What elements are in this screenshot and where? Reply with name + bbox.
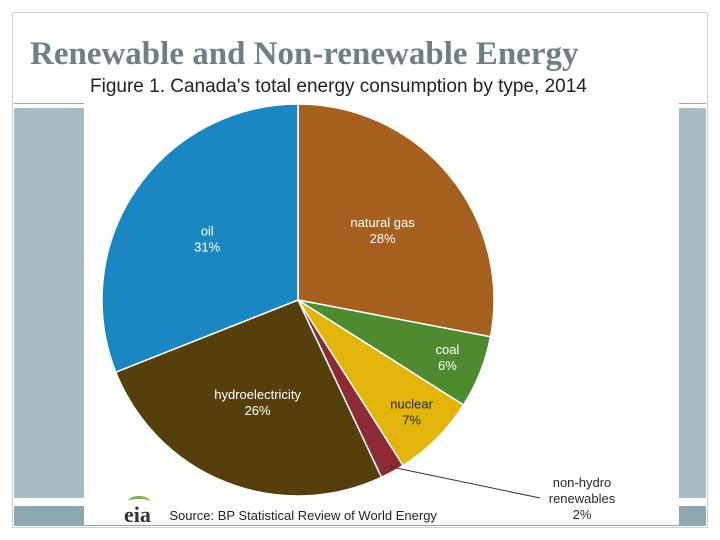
slice-label-coal-name: coal	[435, 342, 459, 357]
eia-swoosh-icon	[128, 496, 150, 507]
slice-label-non-hydro-renewables-name: renewables	[549, 491, 616, 506]
figure-title: Figure 1. Canada's total energy consumpt…	[90, 76, 587, 97]
eia-logo: eia	[124, 496, 151, 528]
leader-line-non-hydro-renewables	[389, 466, 541, 499]
pie-slice-oil	[101, 103, 299, 374]
slice-label-natural-gas-value: 28%	[370, 231, 396, 246]
source-text: Source: BP Statistical Review of World E…	[169, 507, 437, 523]
slice-label-hydroelectricity-value: 26%	[245, 403, 271, 418]
slice-label-coal-value: 6%	[438, 358, 457, 373]
slice-label-non-hydro-renewables-value: 2%	[573, 507, 592, 522]
slice-label-natural-gas-name: natural gas	[350, 215, 415, 230]
slice-label-nuclear-value: 7%	[402, 413, 421, 428]
slide-title: Renewable and Non-renewable Energy	[30, 36, 579, 72]
figure-card: Figure 1. Canada's total energy consumpt…	[84, 72, 679, 527]
slice-label-nuclear-name: nuclear	[390, 397, 433, 412]
slice-label-oil-name: oil	[201, 223, 214, 238]
slice-label-hydroelectricity-name: hydroelectricity	[214, 387, 301, 402]
slice-label-oil-value: 31%	[194, 239, 220, 254]
source-row: eia Source: BP Statistical Review of Wor…	[124, 496, 437, 527]
pie-slice-natural-gas	[297, 103, 495, 338]
pie-slice-hydroelectricity	[114, 299, 383, 497]
slice-label-non-hydro-renewables-name: non-hydro	[553, 475, 612, 490]
